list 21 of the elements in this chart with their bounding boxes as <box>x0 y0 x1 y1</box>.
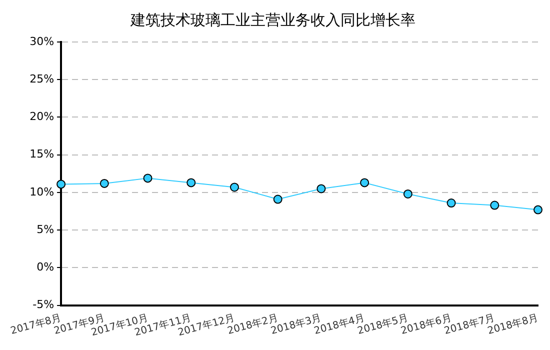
point <box>403 189 412 198</box>
y-tick-label: 5% <box>36 222 54 236</box>
y-tick-label: 30% <box>30 34 54 48</box>
point <box>360 178 370 188</box>
point <box>143 174 152 183</box>
y-tick-label: 25% <box>30 72 54 86</box>
point <box>446 198 456 208</box>
y-tick-label: 15% <box>30 148 54 161</box>
y-tick-label: 0% <box>36 260 54 274</box>
point <box>490 200 500 210</box>
point <box>230 182 239 192</box>
point <box>316 184 326 194</box>
point <box>100 178 109 188</box>
y-tick-label: 20% <box>30 110 54 124</box>
point <box>273 194 282 204</box>
point <box>56 180 66 189</box>
y-tick-label: 10% <box>30 185 54 198</box>
y-tick-label: -5% <box>32 298 54 312</box>
point <box>186 178 196 188</box>
point <box>534 205 542 214</box>
chart-title: 建筑技术玻璃工业主营业务收入同比增长率 <box>130 10 416 29</box>
